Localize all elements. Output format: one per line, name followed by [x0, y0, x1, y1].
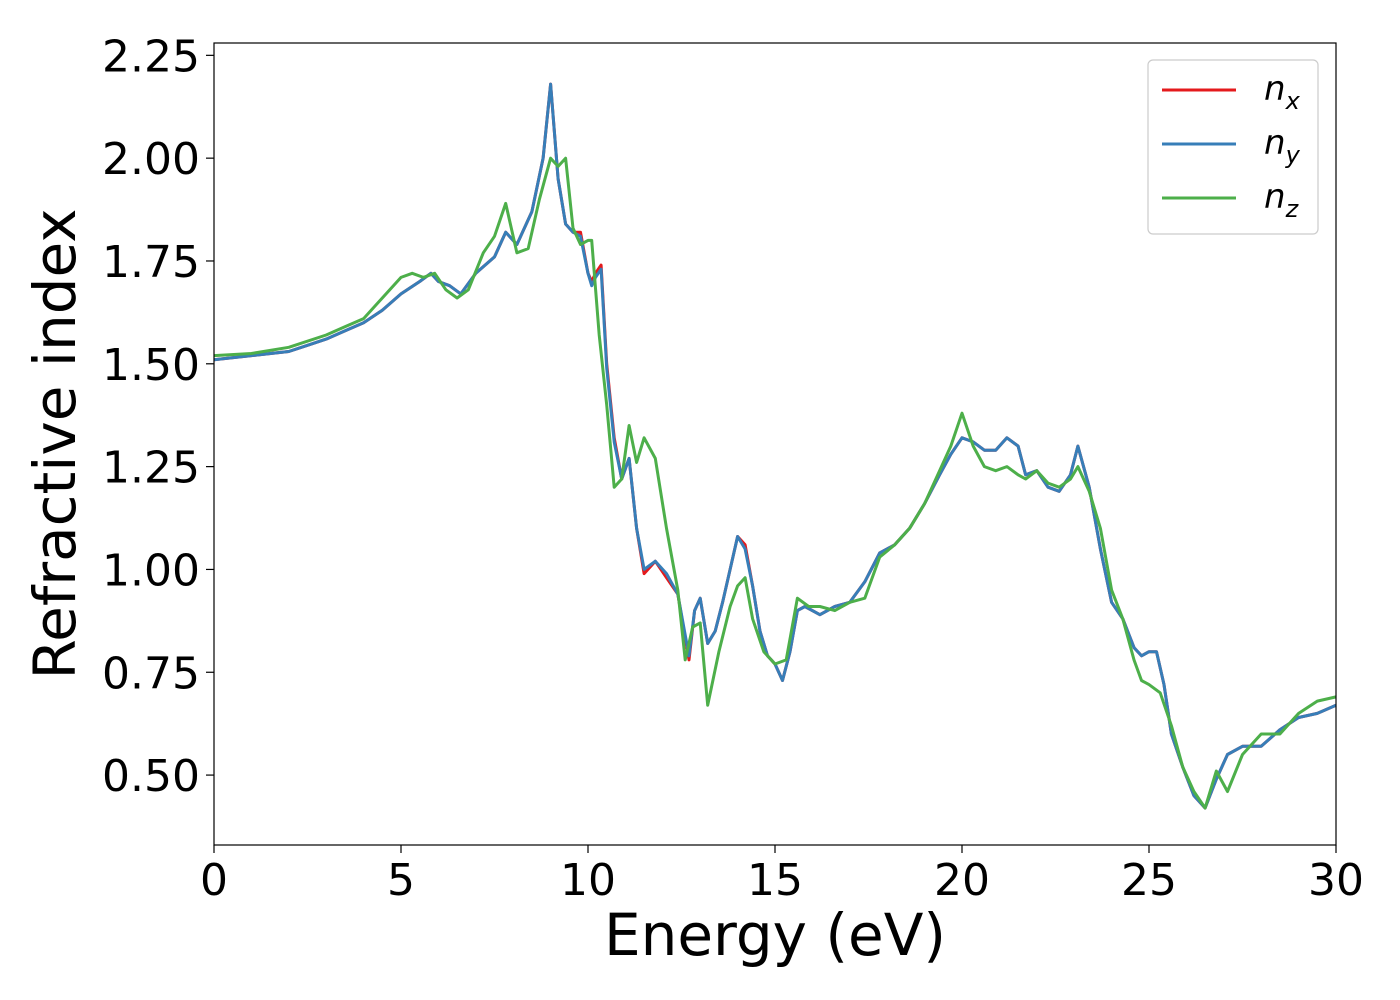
x-axis-title: Energy (eV) — [604, 901, 946, 969]
legend-label-base: n — [1264, 177, 1286, 217]
y-tick-label: 2.25 — [102, 31, 200, 82]
legend-label-subscript: x — [1285, 87, 1301, 115]
y-tick-label: 1.75 — [102, 237, 200, 288]
legend-label-base: n — [1264, 123, 1286, 163]
x-tick-label: 15 — [747, 855, 803, 906]
x-tick-label: 30 — [1308, 855, 1364, 906]
y-tick-label: 0.50 — [102, 751, 200, 802]
legend-box — [1147, 59, 1319, 235]
y-tick-label: 1.50 — [102, 340, 200, 391]
y-tick-label: 0.75 — [102, 648, 200, 699]
x-ticks: 0 5 10 15 20 25 30 — [200, 845, 1364, 906]
y-tick-label: 1.25 — [102, 443, 200, 494]
legend-label-z: nz — [1264, 177, 1300, 223]
legend-label-base: n — [1264, 69, 1286, 109]
series-line-y — [213, 82, 1337, 810]
series-line-z — [213, 156, 1337, 810]
x-tick-label: 10 — [560, 855, 616, 906]
y-tick-label: 1.00 — [102, 545, 200, 596]
legend-label-subscript: z — [1285, 195, 1300, 223]
y-tick-label: 2.00 — [102, 134, 200, 185]
x-tick-label: 0 — [200, 855, 228, 906]
legend-label-x: nx — [1264, 69, 1301, 115]
x-tick-label: 25 — [1121, 855, 1177, 906]
x-tick-label: 20 — [934, 855, 990, 906]
legend-label-y: ny — [1264, 123, 1301, 169]
x-tick-label: 5 — [387, 855, 415, 906]
legend-label-subscript: y — [1285, 141, 1301, 169]
y-ticks: 0.50 0.75 1.00 1.25 1.50 1.75 2.00 2.25 — [102, 31, 214, 802]
series-layer — [213, 82, 1337, 810]
y-axis-title: Refractive index — [21, 208, 89, 679]
